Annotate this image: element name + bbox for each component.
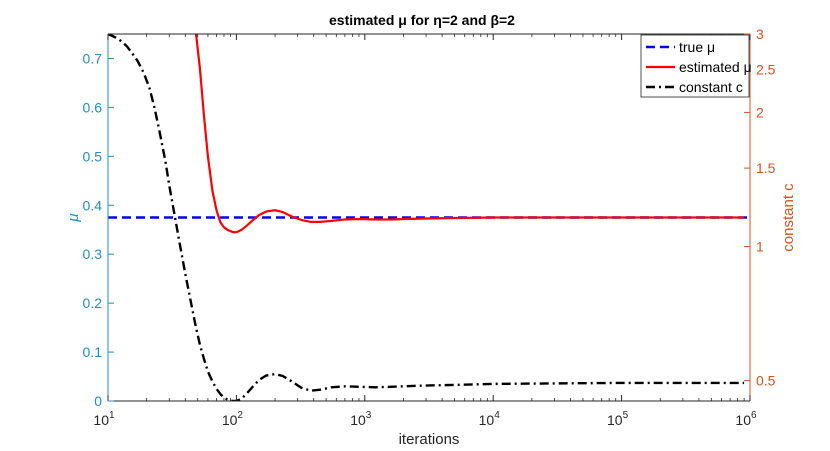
series-estimated-mu xyxy=(194,34,745,234)
y-left-tick-label: 0.4 xyxy=(83,197,103,213)
y-left-tick-label: 0.2 xyxy=(83,295,103,311)
legend: true μ estimated μ constant c xyxy=(640,34,752,98)
legend-entry-constant-c: constant c xyxy=(679,79,743,95)
y-right-tick-label: 1 xyxy=(756,239,764,255)
y-left-tick-label: 0.6 xyxy=(83,99,103,115)
x-tick-label: 103 xyxy=(350,410,372,428)
y-axis-right-label: constant c xyxy=(780,183,797,252)
y-axis-left-label: μ xyxy=(65,213,82,222)
x-tick-label: 102 xyxy=(222,410,244,428)
x-axis-label: iterations xyxy=(399,431,460,448)
y-left-tick-label: 0.3 xyxy=(83,246,103,262)
y-right-tick-label: 0.5 xyxy=(756,373,776,389)
y-right-tick-label: 2 xyxy=(756,104,764,120)
legend-entry-true-mu: true μ xyxy=(679,39,715,55)
series-layer xyxy=(108,34,750,401)
y-right-tick-label: 3 xyxy=(756,26,764,42)
x-tick-label: 106 xyxy=(735,410,757,428)
series-constant-c xyxy=(108,34,745,401)
y-left-tick-label: 0 xyxy=(94,393,102,409)
y-left-tick-label: 0.7 xyxy=(83,50,103,66)
chart-title: estimated μ for η=2 and β=2 xyxy=(329,12,515,28)
y-left-tick-label: 0.5 xyxy=(83,148,103,164)
x-tick-label: 101 xyxy=(93,410,115,428)
y-right-tick-label: 1.5 xyxy=(756,160,776,176)
axes-layer: 101 102 103 104 105 106 0 0.1 0.2 0.3 0.4 0.5 0.6 0.7… xyxy=(83,26,776,428)
x-tick-label: 105 xyxy=(607,410,629,428)
x-tick-label: 104 xyxy=(479,410,501,428)
y-right-tick-label: 2.5 xyxy=(756,61,776,77)
y-left-tick-label: 0.1 xyxy=(83,344,103,360)
legend-entry-estimated-mu: estimated μ xyxy=(679,59,752,75)
